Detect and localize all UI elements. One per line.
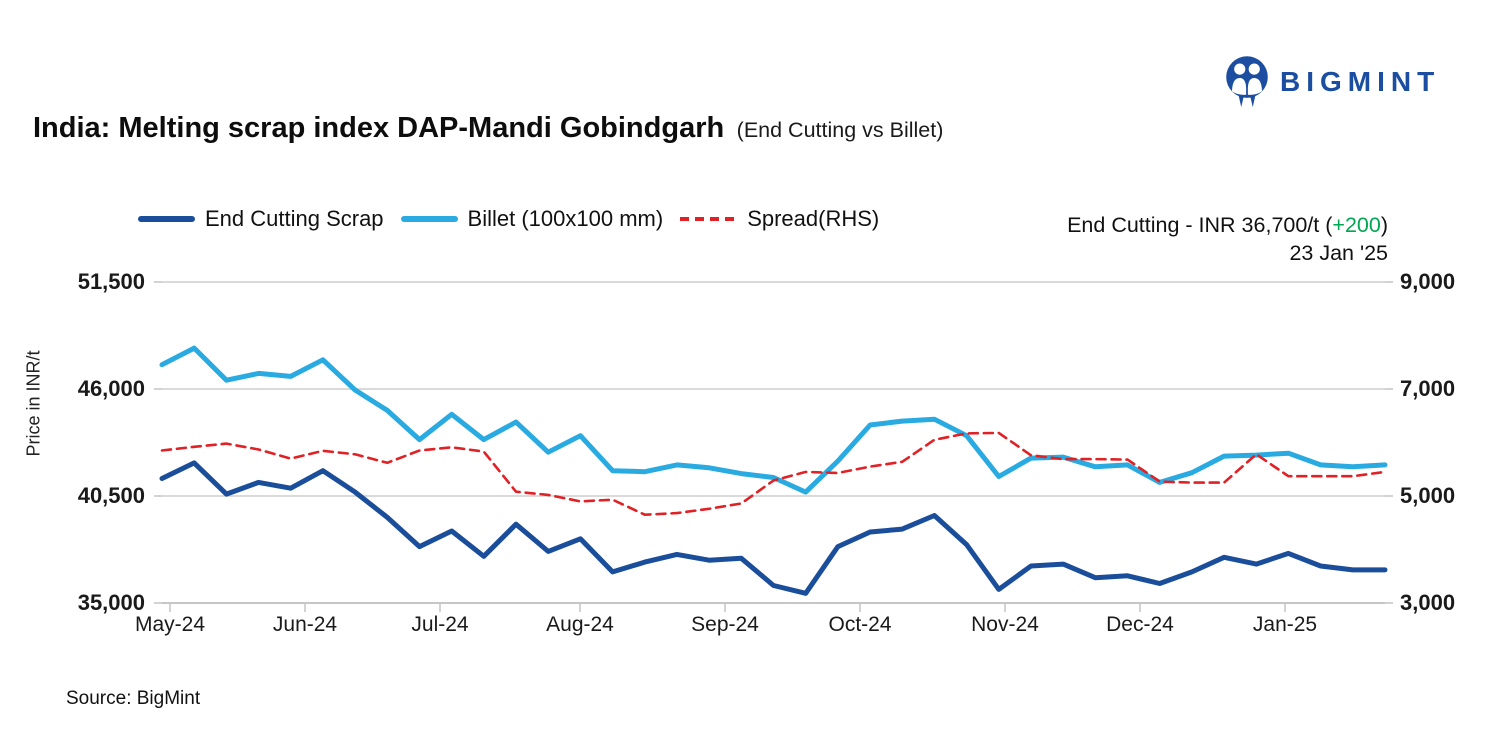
x-tick-label: Oct-24 bbox=[828, 613, 892, 636]
y-tick-label-left: 40,500 bbox=[77, 483, 145, 508]
latest-price-annotation: End Cutting - INR 36,700/t (+200) 23 Jan… bbox=[1067, 211, 1388, 267]
legend: End Cutting Scrap Billet (100x100 mm) Spre… bbox=[138, 206, 879, 232]
bigmint-logo-text: BIGMINT bbox=[1280, 65, 1441, 97]
y-tick-label-right: 3,000 bbox=[1400, 590, 1456, 615]
series-line-spread-rhs bbox=[160, 431, 1387, 517]
x-tick-label: Sep-24 bbox=[691, 613, 759, 636]
x-tick-label: Jan-25 bbox=[1252, 613, 1318, 636]
title-row: India: Melting scrap index DAP-Mandi Gob… bbox=[33, 112, 943, 145]
y-tick-label-left: 35,000 bbox=[77, 590, 145, 615]
legend-swatch-end-cutting-scrap bbox=[138, 216, 195, 222]
legend-label: Spread(RHS) bbox=[747, 206, 880, 231]
annotation-suffix: ) bbox=[1380, 213, 1388, 237]
annotation-change: +200 bbox=[1332, 213, 1381, 237]
x-tick-label: Dec-24 bbox=[1106, 613, 1174, 636]
bigmint-logo: BIGMINT bbox=[1224, 54, 1440, 109]
legend-item-billet-100x100-mm: Billet (100x100 mm) bbox=[400, 206, 664, 232]
annotation-line: End Cutting - INR 36,700/t (+200) bbox=[1067, 211, 1388, 239]
annotation-prefix: End Cutting - INR 36,700/t ( bbox=[1067, 213, 1333, 237]
legend-item-end-cutting-scrap: End Cutting Scrap bbox=[138, 206, 384, 232]
x-tick-label: Jun-24 bbox=[272, 613, 338, 636]
legend-swatch-spread-rhs bbox=[680, 217, 738, 221]
series-line-billet-100x100-mm bbox=[159, 345, 1388, 495]
y-tick-label-left: 46,000 bbox=[77, 376, 145, 401]
y-tick-label-right: 9,000 bbox=[1400, 269, 1456, 294]
y-tick-label-right: 7,000 bbox=[1400, 376, 1456, 401]
series-line-end-cutting-scrap bbox=[159, 460, 1388, 596]
legend-swatch-billet-100x100-mm bbox=[400, 216, 458, 222]
legend-item-spread-rhs: Spread(RHS) bbox=[680, 206, 879, 232]
page-subtitle: (End Cutting vs Billet) bbox=[736, 118, 944, 142]
bigmint-logo-icon bbox=[1226, 56, 1268, 108]
x-tick-label: Aug-24 bbox=[546, 613, 614, 636]
page-title: India: Melting scrap index DAP-Mandi Gob… bbox=[33, 112, 725, 144]
y-axis-title: Price in INR/t bbox=[23, 350, 44, 457]
x-tick-label: May-24 bbox=[134, 613, 206, 636]
annotation-date: 23 Jan '25 bbox=[1289, 241, 1388, 265]
y-tick-label-left: 51,500 bbox=[77, 269, 145, 294]
legend-label: End Cutting Scrap bbox=[205, 206, 384, 231]
x-tick-label: Nov-24 bbox=[971, 613, 1039, 636]
y-tick-label-right: 5,000 bbox=[1400, 483, 1456, 508]
x-tick-label: Jul-24 bbox=[411, 613, 469, 636]
source-note: Source: BigMint bbox=[66, 688, 201, 709]
legend-label: Billet (100x100 mm) bbox=[467, 206, 664, 231]
